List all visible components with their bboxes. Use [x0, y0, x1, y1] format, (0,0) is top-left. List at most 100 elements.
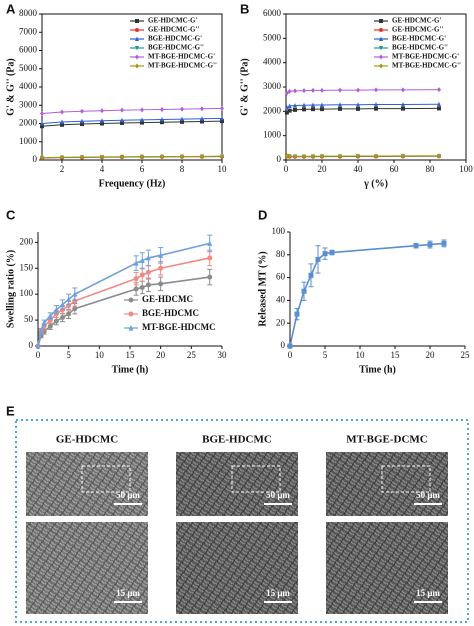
marker [207, 274, 213, 280]
panel-label: B [240, 1, 249, 16]
marker [200, 106, 204, 112]
x-tick-label: 30 [218, 350, 228, 360]
x-tick-label: 20 [318, 164, 328, 174]
x-tick-label: 15 [126, 350, 136, 360]
series-line [41, 107, 223, 114]
marker [320, 107, 324, 112]
marker [284, 153, 289, 159]
marker [379, 63, 383, 69]
x-axis-label: γ (%) [363, 178, 388, 189]
marker [220, 153, 224, 159]
y-axis-label: Swelling ratio (%) [5, 250, 16, 328]
y-axis-label: G' & G'' (Pa) [239, 58, 250, 116]
y-tick-label: 5000 [19, 63, 38, 73]
marker [379, 28, 383, 32]
marker [80, 154, 84, 160]
y-tick-label: 2000 [263, 105, 282, 115]
y-tick-label: 0 [281, 340, 286, 350]
x-tick-label: 10 [356, 350, 366, 360]
marker [60, 301, 66, 308]
marker [401, 102, 405, 107]
y-tick-label: 100 [20, 288, 34, 298]
x-tick-label: 0 [288, 350, 293, 360]
marker [135, 63, 139, 69]
marker [356, 153, 360, 159]
marker [338, 87, 342, 93]
marker [139, 272, 145, 278]
marker [120, 107, 124, 113]
y-tick-label: 0 [33, 154, 38, 164]
x-tick-label: 40 [354, 164, 364, 174]
y-tick-label: 1000 [263, 130, 282, 140]
marker [160, 106, 164, 112]
marker [158, 252, 164, 258]
series-line [286, 89, 440, 94]
sem-image [326, 522, 448, 614]
x-tick-label: 0 [36, 350, 41, 360]
marker [145, 269, 151, 275]
marker [293, 102, 297, 108]
marker [100, 108, 104, 114]
marker [413, 243, 419, 249]
scale-label: 15 μm [116, 588, 140, 598]
marker [139, 257, 145, 263]
marker [379, 19, 383, 23]
x-tick-label: 20 [426, 350, 436, 360]
marker [100, 154, 104, 160]
marker [374, 102, 378, 107]
marker [80, 118, 84, 124]
marker [47, 323, 53, 329]
y-tick-label: 3000 [263, 81, 282, 91]
marker [145, 282, 151, 288]
scale-label: 50 μm [116, 490, 140, 500]
x-tick-label: 5 [323, 350, 328, 360]
y-tick-label: 150 [20, 262, 34, 272]
marker [311, 102, 315, 108]
legend-label: GE-HDCMC-G'' [148, 26, 199, 34]
legend-label: MT-BGE-HDCMC [142, 322, 216, 332]
x-tick-label: 100 [459, 164, 473, 174]
x-tick-label: 8 [180, 164, 185, 174]
y-tick-label: 7000 [19, 26, 38, 36]
column-title: BGE-HDCMC [202, 434, 272, 446]
sem-image [26, 452, 148, 516]
y-tick-label: 8000 [19, 8, 38, 18]
y-tick-label: 6000 [19, 45, 38, 55]
marker [72, 306, 78, 312]
x-tick-label: 5 [66, 350, 71, 360]
series-line [41, 120, 223, 127]
marker [135, 46, 139, 51]
y-tick-label: 40 [276, 294, 286, 304]
marker [60, 109, 64, 115]
marker [379, 54, 383, 60]
marker [200, 153, 204, 159]
marker [40, 155, 44, 161]
marker [311, 153, 315, 159]
image-shade [176, 522, 298, 614]
legend-label: GE-HDCMC-G' [392, 17, 441, 25]
marker [140, 117, 144, 122]
panel-e: E GE-HDCMC 50 μm 15 μm BGE-HDCMC 50 μm 15 μm M… [6, 403, 469, 623]
marker [374, 153, 378, 159]
marker [207, 255, 213, 261]
image-shade [326, 522, 448, 614]
scale-label: 15 μm [266, 588, 290, 598]
marker [315, 256, 321, 262]
x-tick-label: 10 [218, 164, 228, 174]
marker [35, 343, 41, 349]
legend-label: BGE-HDCMC-G' [392, 35, 446, 43]
zoom-box [231, 465, 281, 493]
marker [133, 260, 139, 266]
column-title: GE-HDCMC [56, 434, 118, 446]
marker [72, 298, 78, 304]
marker [311, 107, 315, 112]
marker [135, 19, 139, 23]
marker [53, 306, 59, 313]
marker [60, 315, 66, 320]
y-tick-label: 200 [20, 236, 34, 246]
marker [120, 154, 124, 160]
marker [128, 325, 134, 331]
sem-image [326, 452, 448, 516]
legend-label: BGE-HDCMC-G' [148, 35, 202, 43]
